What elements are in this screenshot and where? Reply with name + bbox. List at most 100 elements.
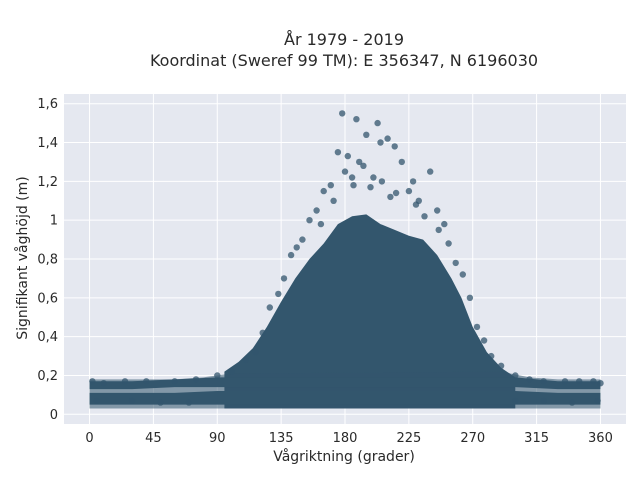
data-point	[330, 197, 337, 204]
data-point	[459, 271, 466, 278]
data-point	[367, 184, 374, 191]
y-tick-label: 1	[50, 214, 58, 229]
data-point	[89, 378, 96, 385]
x-tick-label: 270	[460, 431, 485, 446]
x-tick-label: 360	[588, 431, 613, 446]
data-point	[540, 397, 547, 404]
data-point	[398, 158, 405, 166]
data-point	[441, 220, 448, 228]
data-point	[259, 329, 266, 336]
data-point	[434, 207, 441, 214]
y-tick-label: 0,2	[37, 369, 58, 384]
data-point	[121, 378, 129, 385]
point-cloud	[89, 214, 601, 409]
x-tick-label: 315	[524, 431, 549, 446]
data-point	[473, 323, 481, 331]
data-point	[275, 290, 282, 298]
data-point	[143, 378, 150, 385]
x-tick-label: 225	[396, 431, 421, 446]
data-point	[252, 349, 259, 356]
data-point	[363, 131, 370, 138]
x-tick-labels: 0 45 90 135 180 225 270 315 360	[85, 431, 612, 446]
data-point	[293, 244, 300, 251]
data-point	[392, 189, 400, 197]
data-point	[317, 220, 325, 228]
y-tick-labels: 0 0,2 0,4 0,6 0,8 1 1,2 1,4 1,6	[37, 97, 58, 423]
data-point	[306, 217, 313, 224]
cloud-hump	[224, 214, 516, 409]
data-point	[561, 378, 569, 385]
data-point	[594, 397, 601, 404]
data-point	[242, 356, 249, 364]
data-point	[348, 174, 356, 181]
cloud-band-lower	[89, 391, 601, 405]
y-tick-label: 0,4	[37, 330, 58, 345]
chart-title-line1: År 1979 - 2019	[284, 30, 404, 49]
y-tick-label: 0	[50, 408, 58, 423]
chart-title-line2: Koordinat (Sweref 99 TM): E 356347, N 61…	[150, 51, 538, 70]
data-point	[228, 368, 235, 375]
y-tick-label: 1,2	[37, 175, 58, 190]
data-point	[185, 399, 193, 406]
y-axis-label: Signifikant våghöjd (m)	[14, 176, 31, 339]
data-point	[192, 376, 200, 383]
data-point	[266, 304, 273, 311]
data-point	[412, 201, 420, 208]
data-point	[421, 213, 428, 220]
data-point	[452, 259, 459, 267]
data-point	[353, 116, 360, 123]
data-point	[370, 174, 377, 181]
x-axis-label: Vågriktning (grader)	[273, 448, 415, 465]
data-point	[597, 380, 604, 387]
data-point	[512, 372, 519, 379]
data-point	[341, 168, 349, 175]
data-point	[576, 378, 583, 385]
data-point	[299, 236, 306, 243]
data-point	[377, 139, 384, 146]
data-points	[89, 110, 604, 406]
data-point	[384, 135, 391, 142]
data-point	[568, 399, 576, 406]
x-tick-label: 90	[209, 431, 226, 446]
y-tick-label: 0,8	[37, 253, 58, 268]
data-point	[339, 110, 346, 117]
data-point	[360, 162, 367, 169]
data-point	[128, 397, 136, 404]
data-point	[214, 372, 221, 379]
data-point	[327, 182, 334, 189]
y-tick-label: 1,4	[37, 136, 58, 151]
x-tick-label: 180	[333, 431, 358, 446]
data-point	[512, 397, 519, 404]
data-point	[93, 397, 100, 404]
data-point	[350, 182, 357, 189]
data-point	[466, 294, 474, 301]
data-point	[391, 143, 398, 150]
data-point	[334, 149, 342, 156]
data-point	[405, 187, 413, 195]
data-point	[280, 275, 288, 282]
data-point	[435, 226, 442, 234]
data-point	[445, 240, 452, 247]
data-point	[590, 378, 597, 385]
data-point	[427, 168, 434, 175]
data-point	[387, 193, 394, 201]
x-tick-label: 135	[269, 431, 294, 446]
data-point	[344, 152, 351, 160]
data-point	[374, 119, 381, 127]
cloud-band-upper	[89, 377, 601, 390]
data-point	[157, 399, 164, 406]
data-point	[497, 362, 505, 369]
data-point	[100, 380, 107, 387]
y-tick-label: 1,6	[37, 97, 58, 112]
x-tick-label: 0	[85, 431, 93, 446]
data-point	[526, 376, 533, 383]
data-point	[287, 251, 295, 259]
x-tick-label: 45	[145, 431, 162, 446]
data-point	[409, 178, 417, 185]
data-point	[378, 178, 386, 185]
data-point	[320, 187, 327, 195]
data-point	[171, 378, 178, 385]
data-point	[313, 207, 320, 214]
data-point	[480, 337, 488, 344]
